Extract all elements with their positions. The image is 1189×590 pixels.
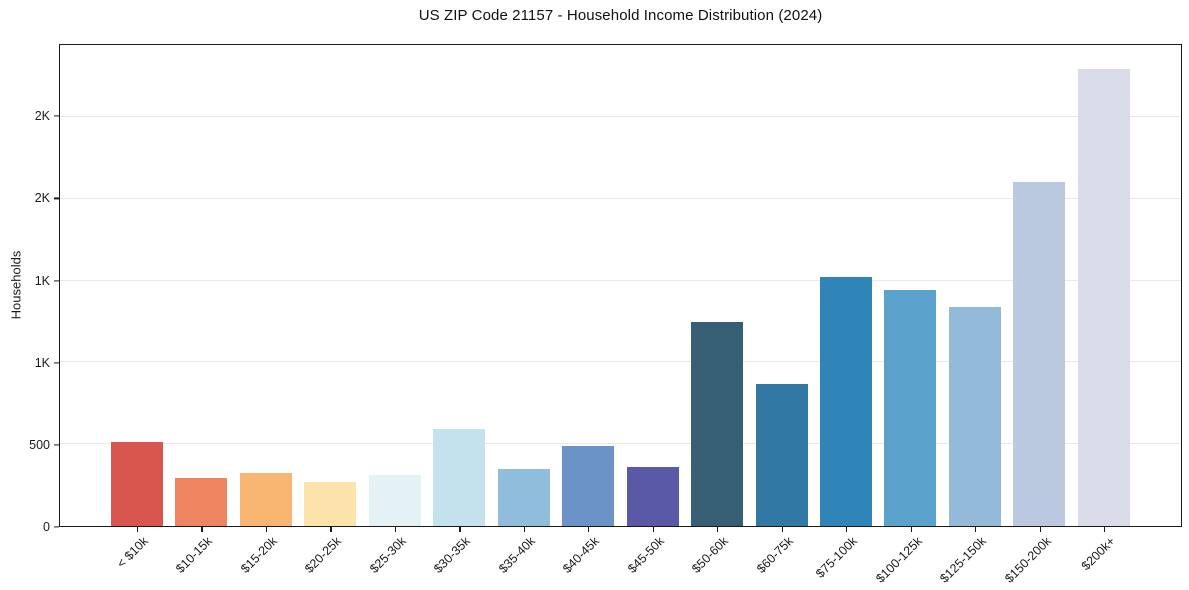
y-tick-mark xyxy=(54,444,59,446)
bar xyxy=(948,306,1001,526)
chart-title: US ZIP Code 21157 - Household Income Dis… xyxy=(418,7,823,24)
bar xyxy=(497,468,550,526)
bar xyxy=(819,277,872,526)
x-tick-label: $50-60k xyxy=(689,534,732,576)
x-tick-label: $150-200k xyxy=(1001,534,1054,586)
x-tick-mark xyxy=(652,527,654,532)
x-tick-label: $30-35k xyxy=(431,534,474,576)
x-tick-mark xyxy=(523,527,525,532)
x-tick-mark xyxy=(781,527,783,532)
y-tick-label: 500 xyxy=(29,437,50,452)
plot-area xyxy=(59,44,1182,527)
x-tick-mark xyxy=(717,527,719,532)
bar xyxy=(239,472,292,526)
x-tick-label: $60-75k xyxy=(753,534,796,576)
x-tick-label: $35-40k xyxy=(495,534,538,576)
x-tick-label: < $10k xyxy=(114,534,151,571)
bar xyxy=(884,290,937,526)
x-tick-label: $125-150k xyxy=(937,534,989,586)
bar xyxy=(1013,181,1066,526)
gridline xyxy=(60,116,1181,117)
x-tick-mark xyxy=(1104,527,1106,532)
x-tick-mark xyxy=(846,527,848,532)
x-tick-label: $25-30k xyxy=(366,534,409,576)
x-tick-label: $40-45k xyxy=(560,534,603,576)
x-tick-mark xyxy=(588,527,590,532)
bar xyxy=(368,475,421,526)
y-tick-mark xyxy=(54,362,59,364)
x-tick-mark xyxy=(1039,527,1041,532)
y-tick-mark xyxy=(54,115,59,117)
gridline xyxy=(60,443,1181,445)
x-tick-label: $15-20k xyxy=(237,534,280,576)
bar xyxy=(1077,68,1130,526)
y-tick-mark xyxy=(54,197,59,200)
x-tick-mark xyxy=(137,527,139,532)
x-tick-mark xyxy=(910,527,912,532)
gridline xyxy=(60,197,1181,199)
y-tick-label: 2K xyxy=(34,109,50,124)
x-tick-label: $75-100k xyxy=(813,534,861,581)
bar xyxy=(433,429,486,526)
gridline xyxy=(60,279,1181,281)
bar xyxy=(755,384,808,526)
bar xyxy=(175,477,228,526)
bar xyxy=(562,445,615,526)
bar xyxy=(111,441,163,526)
y-tick-mark xyxy=(54,279,59,282)
y-tick-label: 1K xyxy=(34,355,50,370)
bar xyxy=(304,481,357,526)
y-tick-label: 1K xyxy=(34,273,50,288)
y-tick-label: 2K xyxy=(34,191,50,206)
x-tick-label: $45-50k xyxy=(624,534,667,576)
bar xyxy=(626,467,679,526)
y-tick-label: 0 xyxy=(43,520,50,534)
x-tick-label: $10-15k xyxy=(173,534,216,576)
x-tick-label: $20-25k xyxy=(302,534,345,576)
bars-container xyxy=(60,45,1181,526)
x-tick-mark xyxy=(394,527,397,532)
y-tick-mark xyxy=(54,526,59,528)
gridline xyxy=(60,361,1181,363)
bar xyxy=(691,322,744,526)
x-tick-mark xyxy=(265,527,268,532)
x-tick-mark xyxy=(201,527,203,532)
x-tick-mark xyxy=(330,527,332,532)
x-tick-mark xyxy=(975,527,977,532)
x-tick-label: $200k+ xyxy=(1078,534,1118,574)
x-tick-label: $100-125k xyxy=(872,534,925,586)
x-tick-mark xyxy=(459,527,461,532)
